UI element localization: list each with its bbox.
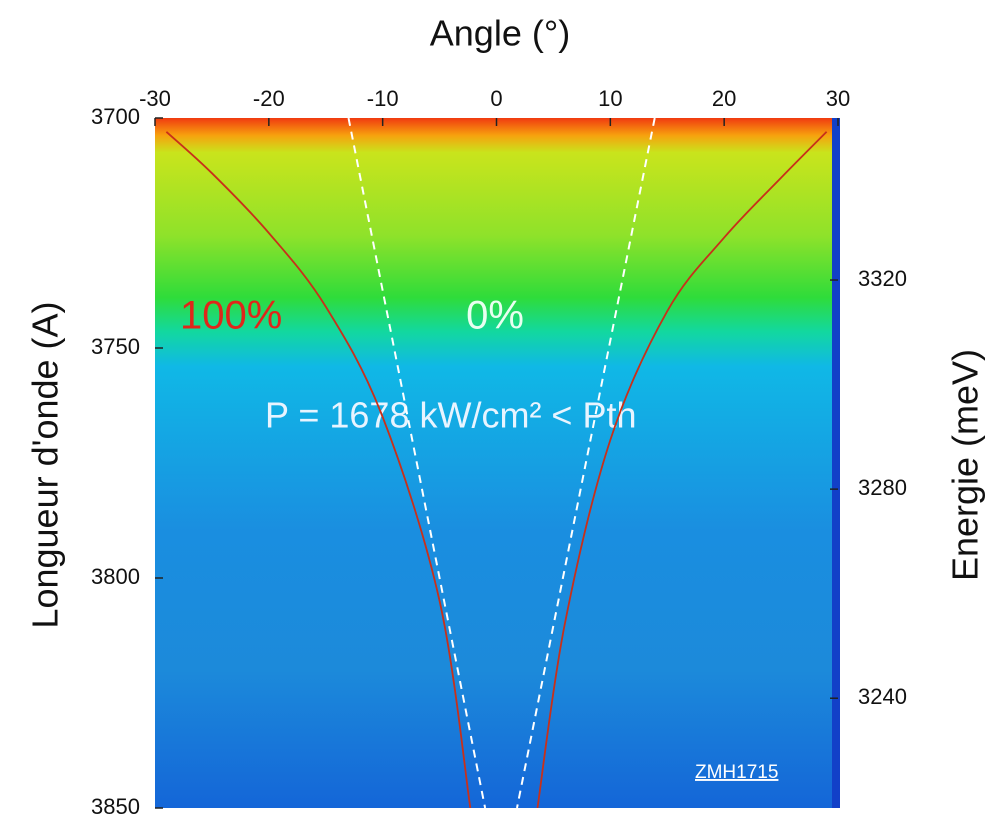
y-tick-label: 3800 [91,564,140,589]
x-tick-label: 0 [490,86,502,111]
x-tick-label: 10 [598,86,622,111]
x-tick-label: -30 [139,86,171,111]
fit-curve [165,131,472,808]
y-tick-label: 3750 [91,334,140,359]
x-tick-label: 20 [712,86,736,111]
x-tick-label: 30 [826,86,850,111]
x-tick-label: -20 [253,86,285,111]
y2-tick-label: 3280 [858,475,907,500]
annotation: 0% [466,294,524,338]
x-tick-label: -10 [367,86,399,111]
y-tick-label: 3850 [91,794,140,819]
y-axis-label: Longueur d'onde (A) [25,301,66,628]
heatmap [155,118,838,808]
annotation: 100% [180,294,282,338]
dashed-line [347,118,487,808]
y2-tick-label: 3320 [858,266,907,291]
annotation: P = 1678 kW/cm² < Pth [265,395,637,436]
dashed-line [516,118,656,808]
y2-axis-label: Energie (meV) [945,349,986,581]
y-tick-label: 3700 [91,104,140,129]
fit-curve [536,131,828,808]
curves [165,118,828,808]
annotation: ZMH1715 [695,762,778,783]
chart-title: Angle (°) [430,13,570,54]
y2-tick-label: 3240 [858,684,907,709]
heatmap-edge [832,118,840,808]
